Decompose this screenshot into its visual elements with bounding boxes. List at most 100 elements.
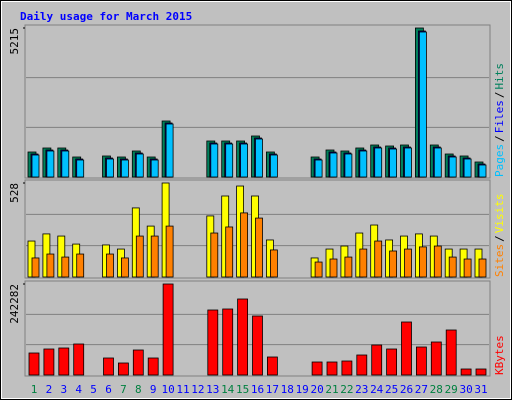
bar: [448, 256, 457, 278]
legend-entry: Files: [493, 100, 506, 133]
bar: [311, 361, 323, 376]
y-tick-label: 528: [8, 183, 21, 203]
bar: [132, 349, 144, 376]
x-tick-label: 16: [251, 383, 264, 396]
bar: [359, 150, 368, 178]
x-tick-label: 7: [120, 383, 127, 396]
x-tick-label: 29: [445, 383, 458, 396]
bar: [210, 143, 219, 178]
bar: [46, 253, 55, 278]
x-tick-label: 6: [105, 383, 112, 396]
bar: [460, 368, 472, 376]
x-tick-label: 27: [415, 383, 428, 396]
bar: [150, 159, 159, 178]
bar: [356, 354, 368, 376]
x-tick-label: 23: [355, 383, 368, 396]
bar: [401, 321, 412, 376]
bar: [28, 352, 40, 376]
x-tick-label: 5: [90, 383, 97, 396]
bar: [58, 347, 70, 376]
x-tick-label: 18: [281, 383, 294, 396]
x-tick-label: 12: [191, 383, 204, 396]
bar: [106, 253, 114, 278]
bar: [430, 341, 442, 376]
bar: [237, 298, 249, 376]
bar: [121, 159, 129, 178]
x-tick-label: 26: [400, 383, 413, 396]
legend-entry: Sites: [493, 244, 506, 277]
bar: [225, 143, 234, 178]
bar: [418, 31, 427, 178]
x-tick-label: 25: [385, 383, 398, 396]
bar: [463, 258, 472, 278]
x-tick-label: 17: [266, 383, 279, 396]
x-tick-label: 9: [150, 383, 157, 396]
bar: [255, 138, 263, 178]
x-tick-label: 1: [31, 383, 38, 396]
chart-title: Daily usage for March 2015: [20, 10, 192, 23]
x-tick-label: 21: [325, 383, 338, 396]
x-tick-label: 28: [430, 383, 443, 396]
bar: [103, 357, 114, 376]
legend-separator: /: [493, 92, 506, 99]
x-tick-label: 14: [221, 383, 235, 396]
bar: [478, 258, 487, 278]
bar: [165, 123, 174, 178]
bar: [344, 153, 353, 178]
bar: [329, 258, 338, 278]
bar: [463, 158, 472, 178]
bar: [207, 309, 219, 376]
bar: [269, 249, 278, 278]
x-tick-label: 24: [370, 383, 384, 396]
bar: [445, 329, 457, 376]
x-tick-label: 10: [161, 383, 174, 396]
bar: [389, 148, 398, 178]
x-tick-label: 19: [296, 383, 309, 396]
bar: [404, 147, 412, 178]
bar: [344, 256, 353, 278]
bar: [329, 152, 338, 178]
bar: [269, 154, 278, 178]
bar: [415, 346, 427, 376]
bar: [359, 248, 368, 278]
bar: [225, 226, 234, 278]
bar: [252, 315, 263, 376]
legend-entry: KBytes: [493, 335, 506, 375]
bar: [76, 253, 85, 278]
legend-separator: /: [493, 235, 506, 242]
bar: [73, 343, 85, 376]
bar: [57, 235, 66, 278]
bar: [76, 159, 85, 178]
bar: [433, 147, 442, 178]
x-tick-label: 13: [206, 383, 219, 396]
bar: [121, 257, 129, 278]
bar: [374, 240, 383, 278]
bar: [61, 150, 70, 178]
bar: [266, 356, 278, 376]
x-tick-label: 4: [75, 383, 82, 396]
bar: [433, 245, 442, 278]
bar: [61, 256, 70, 278]
bar: [341, 360, 353, 376]
bar: [31, 257, 40, 278]
bar: [43, 348, 55, 376]
bar: [475, 368, 487, 376]
bar: [240, 143, 249, 178]
bar: [389, 250, 398, 278]
legend-entry: Visits: [493, 194, 506, 234]
x-tick-label: 31: [474, 383, 487, 396]
bar: [374, 147, 383, 178]
bar: [418, 246, 427, 278]
bar: [31, 154, 40, 178]
y-tick-label: 5215: [8, 28, 21, 55]
x-tick-label: 15: [236, 383, 249, 396]
y-tick-label: 242282: [8, 284, 21, 324]
bar: [404, 248, 412, 278]
bar: [46, 150, 55, 178]
bar: [326, 361, 338, 376]
bar: [165, 225, 174, 278]
x-tick-label: 3: [60, 383, 67, 396]
bar: [150, 235, 159, 278]
